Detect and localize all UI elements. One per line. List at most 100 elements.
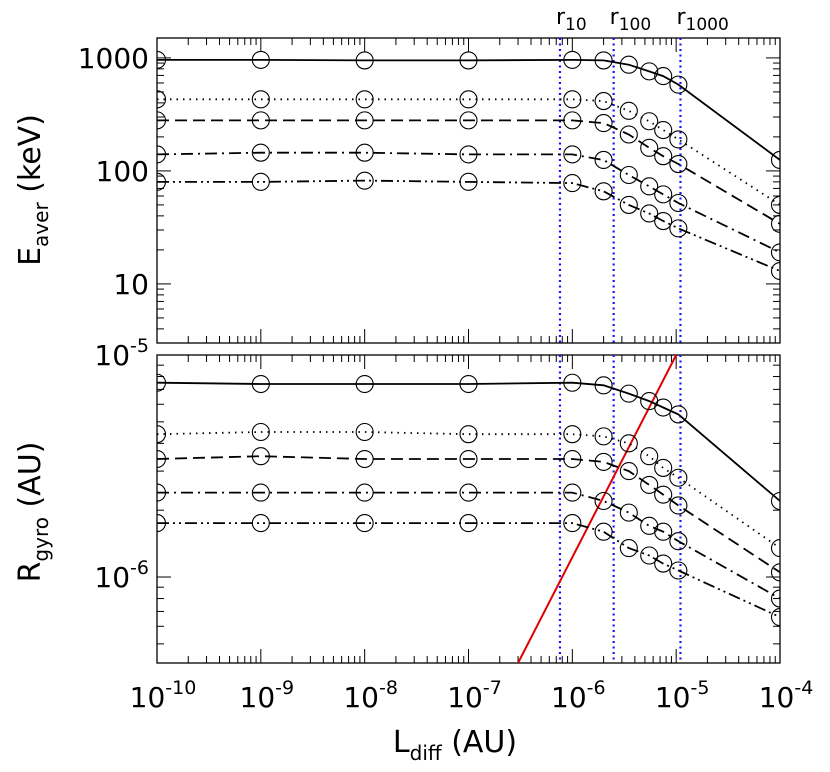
x-tick-label: 10-6 <box>551 677 606 714</box>
data-point-dash-dot-dot <box>654 211 673 231</box>
data-point-dotted <box>619 434 638 453</box>
data-point-dotted <box>594 427 613 446</box>
data-point-dash-dot-dot <box>251 172 270 191</box>
data-point-dash-dot <box>157 483 167 502</box>
x-label-main: L <box>393 725 410 760</box>
data-point-solid <box>157 373 167 392</box>
data-point-dashed <box>157 449 167 469</box>
series-line-dotted <box>157 431 780 549</box>
top-panel: 10 100 1000 r10 r100 r1000 <box>78 5 781 344</box>
data-point-dash-dot-dot <box>157 172 167 191</box>
data-point-dotted <box>251 422 270 442</box>
data-point-dashed <box>619 125 638 144</box>
radius-marker-label: r100 <box>610 5 652 35</box>
data-point-dashed <box>640 138 659 157</box>
bottom-y-label-sub: gyro <box>29 517 53 562</box>
data-point-dash-dot <box>594 491 613 511</box>
data-point-dotted <box>251 90 270 109</box>
data-point-dash-dot-dot <box>619 195 638 214</box>
bottom-panel: 10-6 10-5 10-10 10-9 10-8 10-7 10-6 10-5 10-4 <box>94 335 813 714</box>
data-point-dash-dot <box>770 243 780 262</box>
y-tick-label: 10 <box>113 268 149 301</box>
data-point-dash-dot-dot <box>459 172 478 191</box>
data-point-dashed <box>594 452 613 471</box>
data-point-dash-dot <box>157 145 167 164</box>
data-point-dash-dot <box>251 143 270 162</box>
data-point-dashed <box>459 449 478 469</box>
data-point-dashed <box>563 111 582 130</box>
data-point-dash-dot-dot <box>640 546 659 565</box>
data-point-dotted <box>563 425 582 444</box>
data-point-dash-dot <box>619 503 638 522</box>
data-point-dash-dot-dot <box>654 554 673 573</box>
data-point-dash-dot-dot <box>594 182 613 201</box>
data-point-dash-dot-dot <box>563 514 582 533</box>
x-tick-label: 10-8 <box>343 677 398 714</box>
data-point-dashed <box>654 147 673 166</box>
x-tick-label: 10-5 <box>655 677 710 714</box>
y-tick-label: 1000 <box>78 42 149 75</box>
data-point-dash-dot-dot <box>770 608 780 627</box>
data-point-solid <box>669 405 688 424</box>
data-point-dotted <box>563 90 582 109</box>
data-point-dashed <box>157 111 167 130</box>
bottom-y-label-unit: (AU) <box>13 442 48 508</box>
data-point-dash-dot <box>459 145 478 164</box>
data-point-dash-dot-dot <box>251 514 270 533</box>
data-point-solid <box>619 384 638 403</box>
data-point-solid <box>654 398 673 417</box>
data-point-solid <box>640 62 659 81</box>
y-tick-label: 100 <box>96 155 149 188</box>
data-point-dash-dot <box>654 185 673 204</box>
data-point-dashed <box>251 447 270 466</box>
data-point-dash-dot <box>251 483 270 502</box>
data-point-dash-dot <box>563 145 582 164</box>
data-point-dash-dot <box>594 150 613 170</box>
y-tick-label: 10-6 <box>94 557 149 594</box>
top-y-label-unit: (keV) <box>13 114 48 193</box>
data-point-solid <box>459 51 478 70</box>
data-point-dotted <box>619 101 638 120</box>
data-point-dotted <box>669 468 688 487</box>
data-point-solid <box>459 374 478 394</box>
data-point-solid <box>563 373 582 392</box>
data-point-dash-dot-dot <box>640 204 659 223</box>
data-point-solid <box>355 51 374 70</box>
data-point-dash-dot <box>669 193 688 213</box>
data-point-dash-dot <box>770 589 780 608</box>
data-point-dotted <box>459 90 478 109</box>
data-point-dashed <box>619 462 638 481</box>
x-axis-label: Ldiff (AU) <box>393 725 517 765</box>
data-point-dotted <box>669 130 688 149</box>
series-line-solid <box>157 381 780 502</box>
x-label-sub: diff <box>410 741 443 765</box>
data-point-dashed <box>594 114 613 133</box>
data-point-solid <box>770 491 780 511</box>
data-point-dash-dot <box>619 165 638 185</box>
data-point-dotted <box>594 92 613 111</box>
data-point-dash-dot <box>563 483 582 502</box>
data-point-solid <box>770 150 780 170</box>
series-line-dash-dot-dot <box>157 522 780 618</box>
radius-marker-label: r10 <box>556 5 587 35</box>
top-y-label-main: E <box>13 247 48 266</box>
data-point-solid <box>563 50 582 69</box>
data-point-dashed <box>669 154 688 174</box>
data-point-dashed <box>459 111 478 130</box>
data-point-solid <box>619 55 638 74</box>
top-y-axis-label: Eaver (keV) <box>13 114 53 266</box>
data-point-solid <box>157 50 167 69</box>
data-point-dotted <box>770 195 780 214</box>
data-point-solid <box>251 50 270 69</box>
data-point-dash-dot-dot <box>669 219 688 238</box>
data-point-dash-dot-dot <box>157 514 167 533</box>
data-point-solid <box>594 51 613 70</box>
x-tick-label: 10-7 <box>447 677 502 714</box>
data-point-dotted <box>640 112 659 131</box>
series-line-solid <box>157 58 780 161</box>
data-point-dashed <box>770 563 780 582</box>
reference-line <box>517 355 678 663</box>
data-point-dotted <box>654 120 673 140</box>
data-point-solid <box>355 374 374 394</box>
data-point-dotted <box>640 447 659 466</box>
